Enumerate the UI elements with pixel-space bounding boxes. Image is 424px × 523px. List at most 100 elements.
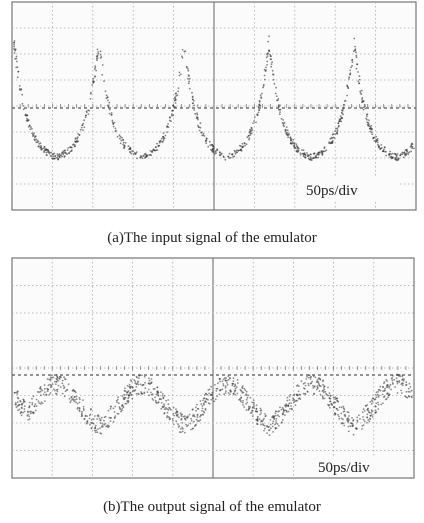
trace-dot	[370, 131, 372, 133]
trace-dot	[408, 396, 410, 398]
trace-dot	[134, 380, 136, 382]
trace-dot	[162, 136, 164, 138]
trace-dot	[382, 402, 384, 404]
trace-dot	[246, 143, 248, 145]
trace-dot	[363, 109, 365, 111]
trace-dot	[372, 401, 374, 403]
trace-dot	[281, 118, 283, 120]
trace-dot	[149, 383, 151, 385]
trace-dot	[272, 73, 274, 75]
trace-dot	[73, 399, 75, 401]
trace-dot	[357, 71, 359, 73]
trace-dot	[279, 113, 281, 115]
trace-dot	[335, 398, 337, 400]
trace-dot	[76, 408, 78, 410]
trace-dot	[158, 395, 160, 397]
trace-dot	[177, 411, 179, 413]
trace-dot	[277, 98, 279, 100]
trace-dot	[156, 143, 158, 145]
trace-dot	[180, 419, 182, 421]
trace-dot	[155, 149, 157, 151]
trace-dot	[94, 430, 96, 432]
trace-dot	[367, 410, 369, 412]
trace-dot	[46, 154, 48, 156]
trace-dot	[163, 405, 165, 407]
trace-dot	[378, 389, 380, 391]
trace-dot	[356, 68, 358, 70]
trace-dot	[38, 145, 40, 147]
trace-dot	[205, 140, 207, 142]
trace-dot	[92, 80, 94, 82]
trace-dot	[219, 154, 221, 156]
trace-dot	[180, 412, 182, 414]
trace-dot	[242, 402, 244, 404]
trace-dot	[334, 130, 336, 132]
trace-dot	[351, 65, 353, 67]
trace-dot	[237, 379, 239, 381]
trace-dot	[231, 154, 233, 156]
trace-dot	[119, 134, 121, 136]
trace-dot	[13, 46, 15, 48]
trace-dot	[127, 385, 129, 387]
trace-dot	[259, 418, 261, 420]
trace-dot	[215, 398, 217, 400]
trace-dot	[170, 120, 172, 122]
trace-dot	[259, 414, 261, 416]
trace-dot	[290, 140, 292, 142]
trace-dot	[48, 384, 50, 386]
trace-dot	[358, 82, 360, 84]
trace-dot	[341, 112, 343, 114]
trace-dot	[284, 405, 286, 407]
trace-dot	[270, 424, 272, 426]
trace-dot	[331, 404, 333, 406]
trace-dot	[241, 387, 243, 389]
trace-dot	[127, 392, 129, 394]
trace-dot	[197, 119, 199, 121]
trace-dot	[337, 400, 339, 402]
trace-dot	[375, 141, 377, 143]
trace-dot	[251, 412, 253, 414]
trace-dot	[128, 390, 130, 392]
trace-dot	[273, 415, 275, 417]
trace-dot	[263, 418, 265, 420]
trace-dot	[162, 398, 164, 400]
trace-dot	[203, 411, 205, 413]
trace-dot	[126, 394, 128, 396]
trace-dot	[313, 375, 315, 377]
trace-dot	[196, 114, 198, 116]
trace-dot	[340, 413, 342, 415]
trace-dot	[397, 157, 399, 159]
trace-dot	[225, 392, 227, 394]
trace-dot	[329, 407, 331, 409]
trace-dot	[34, 405, 36, 407]
trace-dot	[71, 150, 73, 152]
trace-dot	[329, 401, 331, 403]
trace-dot	[150, 392, 152, 394]
trace-dot	[393, 379, 395, 381]
trace-dot	[21, 415, 23, 417]
trace-dot	[371, 129, 373, 131]
trace-dot	[19, 89, 21, 91]
trace-dot	[387, 396, 389, 398]
trace-dot	[378, 146, 380, 148]
trace-dot	[405, 396, 407, 398]
trace-dot	[45, 394, 47, 396]
trace-dot	[369, 401, 371, 403]
trace-dot	[103, 424, 105, 426]
trace-dot	[278, 425, 280, 427]
trace-dot	[378, 404, 380, 406]
trace-dot	[155, 146, 157, 148]
trace-dot	[190, 418, 192, 420]
trace-dot	[190, 429, 192, 431]
trace-dot	[365, 405, 367, 407]
trace-dot	[58, 385, 60, 387]
trace-dot	[201, 135, 203, 137]
trace-dot	[298, 385, 300, 387]
trace-dot	[97, 57, 99, 59]
trace-dot	[262, 87, 264, 89]
trace-dot	[99, 427, 101, 429]
trace-dot	[82, 123, 84, 125]
trace-dot	[22, 412, 24, 414]
trace-dot	[292, 397, 294, 399]
trace-dot	[316, 389, 318, 391]
